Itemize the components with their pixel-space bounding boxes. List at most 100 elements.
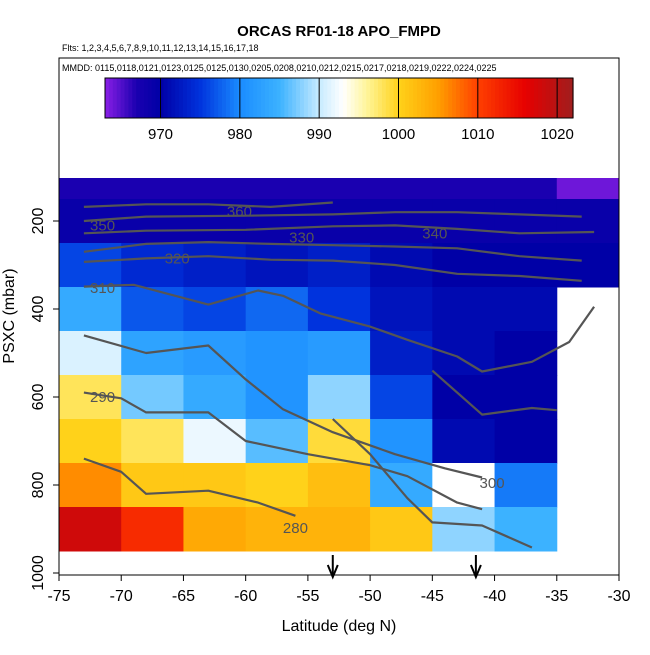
- heatmap-cell: [370, 178, 433, 200]
- colorbar-swatch: [342, 78, 348, 118]
- heatmap-cell: [307, 178, 371, 200]
- x-tick-label: -65: [172, 588, 195, 605]
- x-axis-label: Latitude (deg N): [282, 618, 397, 635]
- colorbar-swatch: [147, 78, 153, 118]
- contour-line: [83, 255, 582, 282]
- heatmap-cell: [432, 178, 496, 200]
- colorbar-swatch: [175, 78, 180, 118]
- colorbar-swatch: [253, 78, 258, 118]
- colorbar-swatch: [335, 78, 340, 118]
- x-tick-label: -55: [296, 588, 319, 605]
- x-tick-label: -70: [110, 588, 133, 605]
- colorbar-swatch: [378, 78, 383, 118]
- colorbar-swatch: [424, 78, 430, 118]
- heatmap-cell: [494, 287, 558, 332]
- x-tick-label: -50: [359, 588, 382, 605]
- colorbar-swatch: [241, 78, 246, 118]
- location-arrows: [326, 555, 482, 580]
- heatmap-cell: [121, 419, 184, 464]
- colorbar-swatch: [502, 78, 508, 118]
- colorbar-swatch: [440, 78, 445, 118]
- contour-label: 350: [90, 217, 115, 234]
- x-axis: -75 -70 -65 -60 -55 -50 -45 -40 -35 -30: [47, 575, 631, 605]
- colorbar-swatch: [553, 78, 558, 118]
- heatmap-cell: [59, 463, 122, 508]
- colorbar-swatch: [128, 78, 133, 118]
- heatmap-cell: [307, 243, 371, 288]
- colorbar-swatch: [456, 78, 461, 118]
- heatmap-cell: [245, 178, 309, 200]
- colorbar-swatch: [257, 78, 262, 118]
- flights-note: Flts: 1,2,3,4,5,6,7,8,9,10,11,12,13,14,1…: [62, 43, 258, 53]
- contour-lines: [83, 201, 595, 549]
- colorbar-swatch: [249, 78, 254, 118]
- arrow-head: [326, 564, 339, 580]
- heatmap-cell: [183, 178, 247, 200]
- heatmap-cell: [183, 463, 247, 508]
- colorbar-swatch: [452, 78, 457, 118]
- colorbar-swatch: [549, 78, 555, 118]
- x-tick-label: -75: [47, 588, 70, 605]
- colorbar-swatch: [276, 78, 282, 118]
- colorbar-swatch: [514, 78, 519, 118]
- heatmap-cell: [494, 199, 558, 244]
- colorbar-swatch: [323, 78, 328, 118]
- colorbar-swatch: [483, 78, 488, 118]
- contour-line: [83, 224, 595, 235]
- contour-line: [83, 201, 333, 208]
- colorbar-tick-label: 1020: [540, 126, 573, 143]
- contour-label: 280: [283, 520, 308, 537]
- colorbar-swatch: [112, 78, 118, 118]
- colorbar-swatch: [350, 78, 356, 118]
- colorbar-tick-label: 990: [307, 126, 332, 143]
- heatmap-cell: [59, 331, 122, 376]
- heatmap-cell: [307, 331, 371, 376]
- colorbar-swatch: [319, 78, 324, 118]
- colorbar-swatch: [565, 78, 570, 118]
- heatmap-cell: [245, 331, 309, 376]
- heatmap-cell: [121, 243, 184, 288]
- colorbar-swatch: [420, 78, 426, 118]
- colorbar-swatch: [225, 78, 231, 118]
- colorbar-swatch: [183, 78, 188, 118]
- heatmap-cell: [307, 199, 371, 244]
- plot-frame: [58, 57, 620, 576]
- x-tick-label: -30: [607, 588, 630, 605]
- y-tick-label: 200: [30, 208, 47, 235]
- heatmap-cell: [307, 463, 371, 508]
- colorbar-swatch: [339, 78, 344, 118]
- colorbar-swatch: [264, 78, 270, 118]
- colorbar-tick-label: 1010: [461, 126, 494, 143]
- colorbar-swatch: [202, 78, 207, 118]
- contour-line: [83, 334, 483, 479]
- colorbar-swatch: [541, 78, 547, 118]
- colorbar-swatch: [381, 78, 387, 118]
- colorbar-swatch: [167, 78, 172, 118]
- colorbar-swatch: [136, 78, 141, 118]
- colorbar-swatch: [448, 78, 453, 118]
- colorbar-swatch: [108, 78, 114, 118]
- colorbar-swatch: [194, 78, 200, 118]
- heatmap-cell: [556, 199, 620, 244]
- colorbar-swatch: [405, 78, 410, 118]
- heatmap-cell: [432, 243, 496, 288]
- colorbar-swatch: [292, 78, 297, 118]
- x-tick-label: -60: [234, 588, 257, 605]
- colorbar-swatch: [409, 78, 414, 118]
- colorbar-swatch: [401, 78, 406, 118]
- colorbar-swatch: [530, 78, 535, 118]
- colorbar-tick-label: 1000: [382, 126, 415, 143]
- contour-line: [332, 418, 533, 549]
- heatmap-cell: [59, 287, 122, 332]
- colorbar-swatch: [280, 78, 285, 118]
- contour-line: [83, 457, 296, 517]
- colorbar-swatch: [179, 78, 184, 118]
- heatmap-cell: [183, 419, 247, 464]
- colorbar-swatch: [534, 78, 539, 118]
- colorbar-frame: [104, 77, 574, 119]
- heatmap-cell: [494, 419, 558, 464]
- colorbar-swatch: [116, 78, 122, 118]
- colorbar-swatch: [397, 78, 402, 118]
- y-axis: 200 400 600 800 1000: [30, 208, 59, 591]
